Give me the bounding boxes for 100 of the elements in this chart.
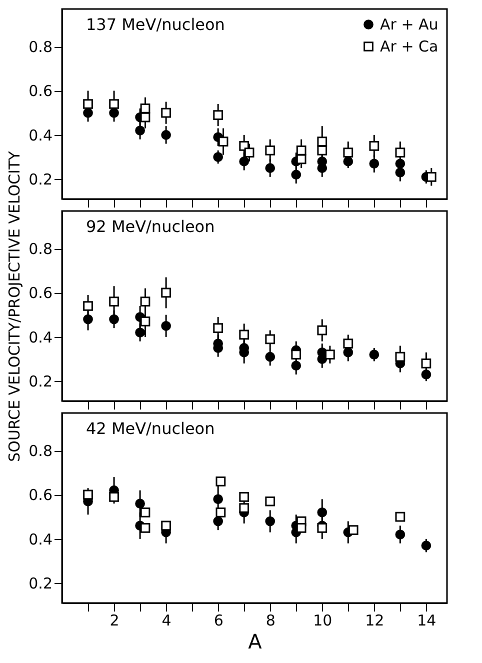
point: [213, 152, 224, 162]
point: [216, 476, 226, 486]
legend-label: Ar + Au: [380, 16, 438, 34]
x-tick-label: 2: [110, 612, 120, 630]
point: [239, 156, 250, 166]
point: [135, 328, 145, 338]
point: [395, 158, 406, 169]
y-tick-label: 0.4: [28, 328, 52, 346]
point: [317, 145, 328, 156]
point: [140, 112, 150, 122]
point: [265, 516, 276, 526]
point: [161, 108, 171, 118]
point: [369, 158, 380, 169]
point: [296, 522, 306, 533]
point: [216, 507, 226, 518]
point: [109, 492, 119, 502]
point: [395, 148, 406, 158]
point: [109, 108, 119, 118]
y-tick-label: 0.2: [28, 574, 52, 593]
y-tick-label: 0.2: [28, 170, 52, 189]
point: [421, 358, 432, 368]
point: [83, 108, 93, 118]
point: [161, 288, 171, 298]
x-axis-title: A: [248, 630, 262, 654]
point: [421, 370, 432, 380]
y-tick-label: 0.6: [28, 284, 52, 302]
point: [83, 490, 93, 500]
point: [83, 314, 93, 324]
point: [213, 323, 224, 334]
point: [343, 148, 354, 158]
point: [395, 512, 406, 522]
point: [291, 350, 302, 360]
point: [343, 338, 354, 348]
point: [161, 130, 171, 140]
legend-label: Ar + Ca: [380, 38, 438, 56]
point: [140, 316, 150, 326]
annotation: 42 MeV/nucleon: [86, 419, 215, 438]
point: [317, 325, 328, 336]
point: [109, 99, 119, 109]
point: [395, 352, 406, 362]
y-tick-label: 0.8: [28, 442, 52, 460]
point: [239, 492, 250, 502]
point: [395, 168, 406, 178]
point: [317, 507, 328, 518]
point: [140, 522, 150, 533]
x-tick-label: 4: [162, 612, 172, 630]
x-tick-label: 14: [417, 612, 436, 630]
point: [140, 103, 150, 114]
point: [296, 145, 306, 156]
y-tick-label: 0.6: [28, 82, 52, 100]
point: [291, 170, 302, 180]
point: [317, 136, 328, 146]
y-axis-title: SOURCE VELOCITY/PROJECTIVE VELOCITY: [6, 150, 24, 462]
x-tick-label: 8: [266, 612, 276, 630]
y-tick-label: 0.2: [28, 372, 52, 391]
point: [369, 350, 380, 360]
point: [265, 334, 276, 344]
point: [239, 330, 250, 340]
point: [83, 99, 93, 109]
point: [265, 496, 276, 506]
y-tick-label: 0.4: [28, 530, 52, 548]
point: [265, 145, 276, 156]
point: [218, 136, 228, 146]
point: [317, 354, 328, 364]
point: [291, 360, 302, 371]
point: [239, 503, 250, 513]
y-tick-label: 0.6: [28, 486, 52, 504]
point: [317, 163, 328, 173]
point: [135, 498, 145, 509]
point: [83, 301, 93, 311]
point: [325, 350, 335, 360]
point: [348, 525, 358, 536]
point: [213, 110, 224, 120]
point: [140, 296, 150, 307]
y-tick-label: 0.8: [28, 240, 52, 258]
point: [140, 507, 150, 518]
point: [213, 516, 224, 526]
point: [421, 540, 432, 550]
point: [265, 352, 276, 362]
y-tick-label: 0.8: [28, 38, 52, 56]
annotation: 92 MeV/nucleon: [86, 217, 215, 236]
point: [161, 520, 171, 531]
point: [395, 530, 406, 540]
point: [213, 494, 224, 504]
point: [369, 141, 380, 151]
x-tick-label: 10: [313, 612, 332, 630]
point: [296, 154, 306, 164]
point: [343, 347, 354, 358]
point: [244, 148, 254, 158]
point: [109, 314, 119, 324]
point: [135, 126, 145, 136]
x-tick-label: 6: [214, 612, 224, 630]
y-tick-label: 0.4: [28, 126, 52, 144]
x-tick-label: 12: [365, 612, 384, 630]
point: [265, 163, 276, 173]
annotation: 137 MeV/nucleon: [86, 15, 225, 34]
point: [343, 156, 354, 166]
point: [426, 172, 436, 182]
point: [161, 320, 171, 331]
point: [109, 296, 119, 307]
